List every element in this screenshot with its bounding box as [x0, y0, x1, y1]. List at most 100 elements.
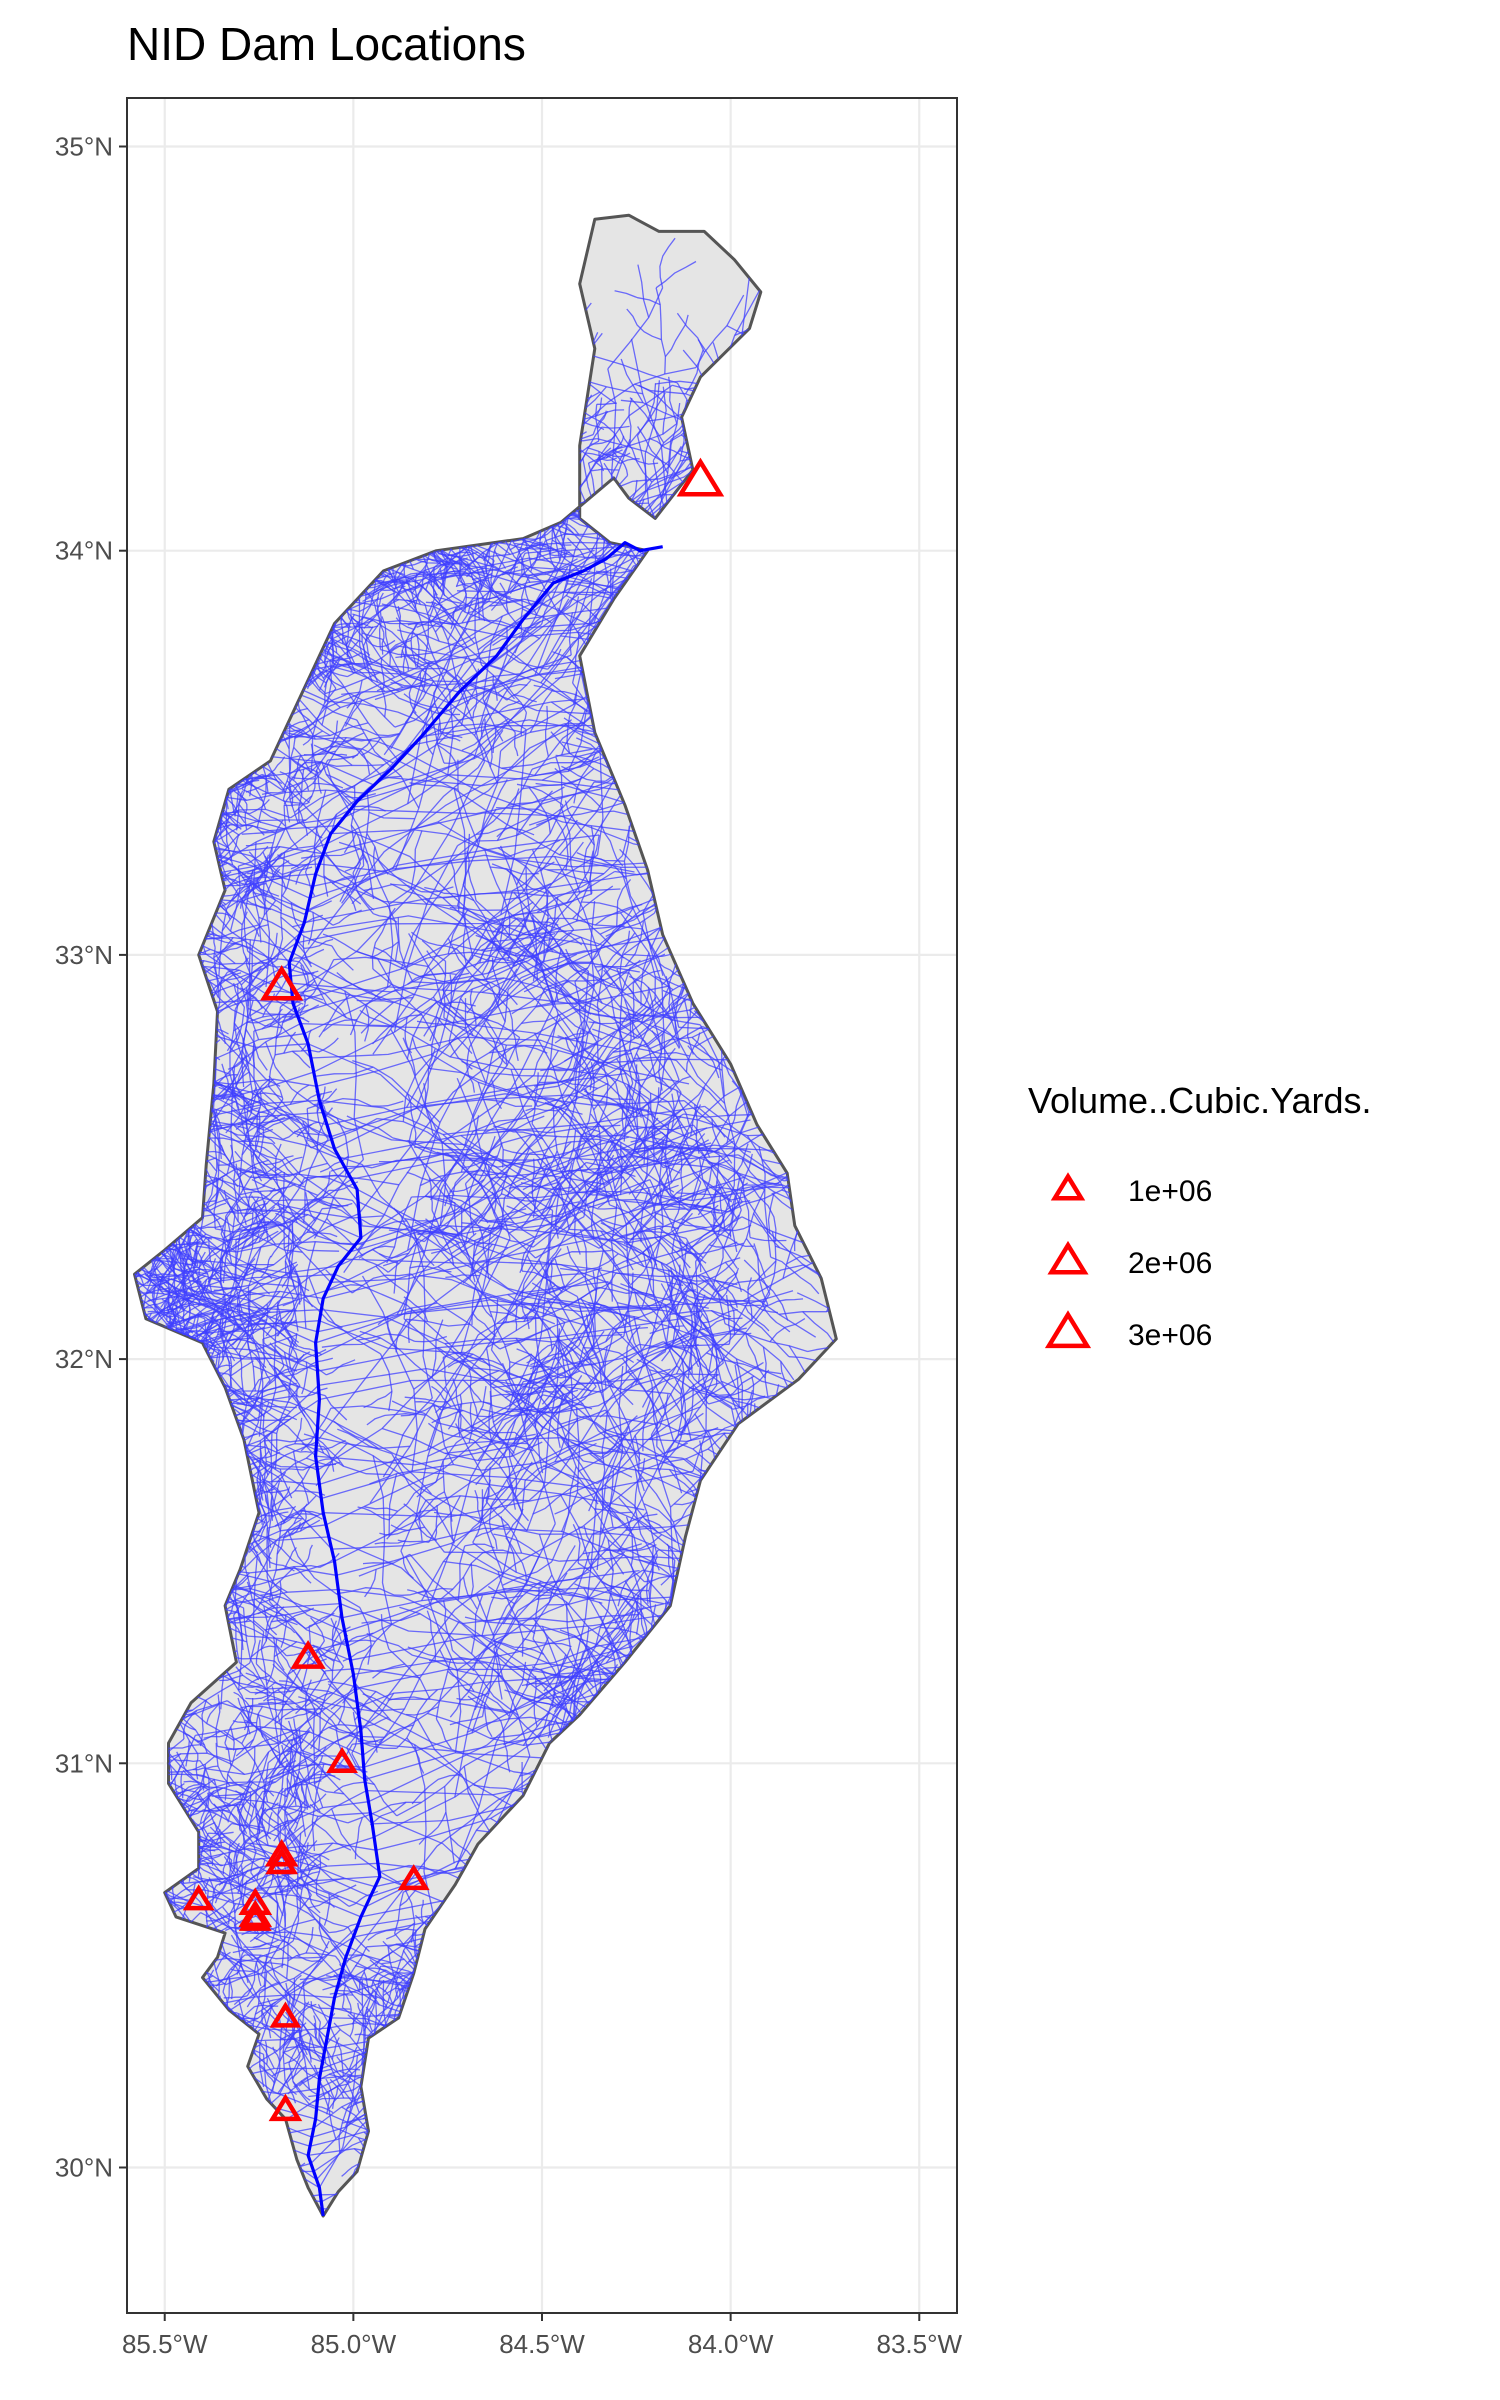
tributary-line	[302, 694, 358, 721]
tributary-line	[313, 1159, 364, 1239]
tributary-line	[56, 1030, 67, 1060]
tributary-line	[462, 833, 471, 886]
tributary-line	[447, 560, 495, 641]
tributary-line	[69, 772, 92, 785]
tributary-line	[306, 984, 347, 1019]
tributary-line	[354, 805, 386, 812]
tributary-line	[528, 793, 576, 826]
tributary-line	[91, 1009, 114, 1015]
tributary-line	[83, 1010, 106, 1023]
tributary-line	[568, 596, 580, 656]
tributary-line	[655, 260, 697, 289]
tributary-line	[109, 1618, 118, 1649]
tributary-line	[540, 819, 578, 872]
tributary-line	[78, 855, 90, 885]
tributary-line	[500, 729, 527, 915]
tributary-line	[530, 1150, 558, 1195]
tributary-line	[1105, 447, 1107, 498]
tributary-line	[218, 972, 242, 987]
tributary-line	[323, 875, 362, 905]
tributary-line	[438, 742, 600, 777]
tributary-line	[82, 1074, 103, 1099]
tributary-line	[324, 635, 334, 662]
tributary-line	[1104, 350, 1156, 360]
tributary-line	[710, 1167, 733, 1215]
tributary-line	[1039, 709, 1096, 729]
tributary-line	[398, 760, 683, 868]
tributary-line	[81, 919, 124, 939]
tributary-line	[295, 707, 331, 737]
tributary-line	[1009, 789, 1030, 843]
tributary-line	[105, 1475, 129, 1479]
tributary-line	[95, 1560, 118, 1583]
tributary-line	[247, 1018, 274, 1024]
tributary-line	[457, 759, 480, 846]
tributary-line	[537, 535, 650, 676]
tributary-line	[95, 838, 119, 860]
tributary-line	[626, 308, 662, 341]
tributary-line	[315, 873, 599, 947]
tributary-line	[1021, 467, 1027, 555]
tributary-line	[480, 779, 508, 837]
tributary-line	[89, 1482, 97, 1509]
tributary-line	[134, 1105, 139, 1171]
tributary-line	[1095, 622, 1116, 679]
tributary-line	[530, 544, 551, 552]
tributary-line	[318, 994, 351, 1038]
tributary-line	[435, 1015, 473, 1055]
tributary-line	[263, 868, 281, 915]
tributary-line	[1061, 674, 1119, 690]
tributary-line	[27, 830, 43, 851]
tributary-line	[216, 944, 244, 954]
tributary-line	[325, 646, 504, 709]
tributary-line	[609, 1470, 615, 1528]
tributary-line	[322, 663, 346, 679]
tributary-line	[555, 756, 563, 806]
tributary-line	[244, 956, 254, 983]
tributary-line	[1075, 633, 1112, 684]
tributary-line	[210, 920, 216, 948]
tributary-line	[45, 1066, 70, 1087]
map-title: NID Dam Locations	[127, 18, 526, 70]
tributary-line	[97, 1124, 127, 1134]
tributary-line	[975, 779, 1075, 812]
tributary-line	[86, 974, 125, 1061]
tributary-line	[106, 1553, 129, 1569]
tributary-line	[981, 708, 1040, 714]
tributary-line	[102, 1231, 115, 1277]
tributary-line	[950, 484, 1042, 535]
tributary-line	[70, 999, 83, 1023]
tributary-line	[1010, 769, 1068, 777]
tributary-line	[418, 546, 517, 630]
tributary-line	[96, 1078, 113, 1098]
tributary-line	[66, 1555, 91, 1576]
tributary-line	[1080, 322, 1091, 385]
tributary-line	[511, 938, 555, 967]
tributary-line	[459, 541, 468, 595]
tributary-line	[56, 1006, 97, 1017]
tributary-line	[82, 1018, 106, 1022]
tributary-line	[376, 958, 441, 1047]
tributary-line	[316, 953, 577, 1087]
tributary-line	[339, 863, 362, 902]
tributary-line	[356, 719, 420, 809]
tributary-line	[363, 616, 444, 628]
tributary-line	[95, 1100, 119, 1152]
tributary-line	[1144, 321, 1179, 372]
tributary-line	[961, 364, 1168, 415]
tributary-line	[519, 1187, 561, 1273]
tributary-line	[1099, 563, 1150, 597]
tributary-line	[965, 526, 1020, 536]
tributary-line	[1123, 391, 1172, 427]
tributary-line	[1042, 521, 1098, 535]
tributary-line	[397, 606, 408, 657]
tributary-line	[91, 1064, 116, 1076]
tributary-line	[324, 642, 337, 689]
plot-panel	[27, 97, 1179, 2314]
tributary-line	[241, 768, 392, 835]
tributary-line	[234, 967, 262, 1010]
tributary-line	[98, 1246, 125, 1248]
tributary-line	[95, 1284, 117, 1339]
tributary-line	[79, 1305, 124, 1312]
tributary-line	[533, 1421, 544, 1474]
